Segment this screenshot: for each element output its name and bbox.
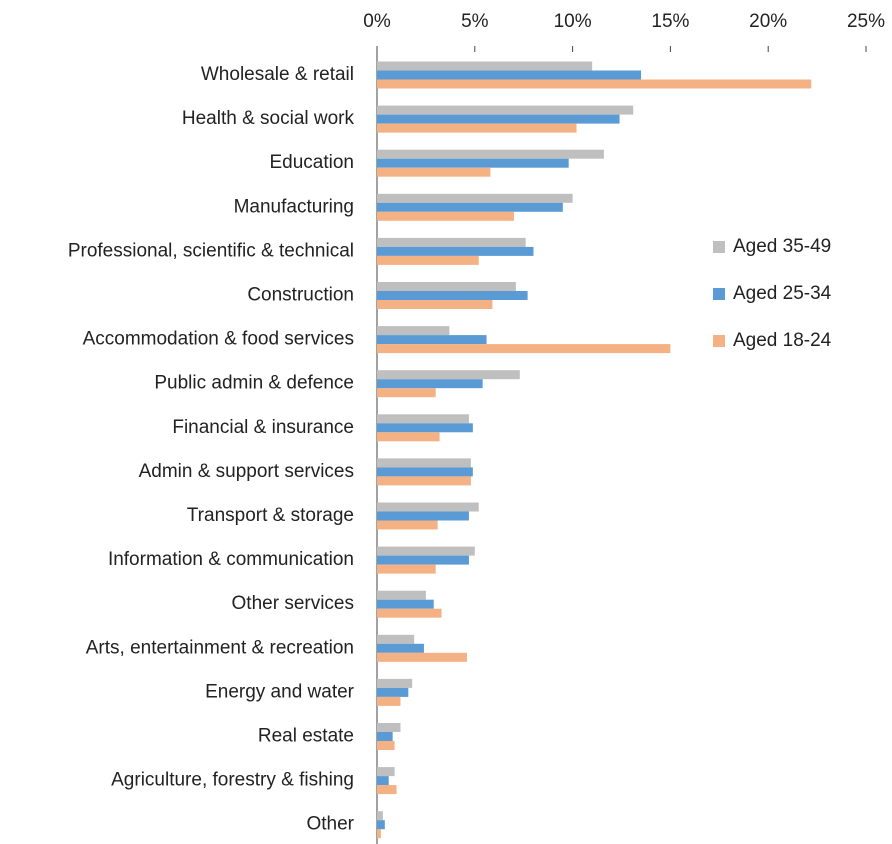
- bar: [377, 785, 397, 795]
- bar: [377, 741, 395, 750]
- bar: [377, 158, 569, 168]
- legend-swatch: [713, 335, 725, 347]
- bar: [377, 193, 573, 203]
- bar: [377, 652, 467, 662]
- bar: [377, 344, 671, 354]
- bar: [377, 211, 514, 221]
- bar: [377, 79, 812, 89]
- legend-swatch: [713, 288, 725, 300]
- y-tick-label: Education: [269, 152, 354, 173]
- bar: [377, 467, 473, 477]
- y-tick-label: Arts, entertainment & recreation: [86, 637, 354, 658]
- y-tick-label: Financial & insurance: [172, 417, 354, 438]
- y-tick-label: Wholesale & retail: [201, 64, 354, 85]
- legend-label: Aged 25-34: [733, 283, 832, 304]
- x-tick-label: 25%: [847, 11, 885, 32]
- bar: [377, 634, 415, 644]
- bar: [377, 564, 436, 574]
- y-tick-label: Professional, scientific & technical: [68, 240, 354, 261]
- bar: [377, 520, 438, 530]
- x-tick-label: 20%: [749, 11, 787, 32]
- x-tick-label: 10%: [554, 11, 592, 32]
- bar: [377, 678, 413, 688]
- bar: [377, 335, 487, 345]
- y-tick-label: Manufacturing: [234, 196, 354, 217]
- x-tick-label: 5%: [461, 11, 489, 32]
- bar: [377, 326, 450, 336]
- bar: [377, 123, 577, 133]
- bar: [377, 114, 620, 124]
- y-tick-label: Energy and water: [205, 681, 355, 702]
- bar: [377, 555, 469, 565]
- bar: [377, 458, 471, 468]
- bar: [377, 767, 395, 777]
- bar: [377, 732, 393, 741]
- y-tick-label: Admin & support services: [139, 461, 354, 482]
- y-tick-label: Other services: [232, 593, 354, 614]
- y-tick-label: Construction: [247, 285, 354, 306]
- y-tick-label: Public admin & defence: [154, 373, 354, 394]
- bar: [377, 202, 563, 212]
- bar: [377, 776, 389, 786]
- bar: [377, 820, 385, 830]
- bar: [377, 291, 528, 300]
- y-tick-label: Transport & storage: [187, 505, 354, 526]
- bar: [377, 388, 436, 398]
- bar: [377, 599, 434, 609]
- bar: [377, 608, 442, 618]
- x-tick-label: 0%: [363, 11, 391, 32]
- bar: [377, 70, 642, 80]
- bar: [377, 502, 479, 512]
- y-tick-label: Agriculture, forestry & fishing: [111, 770, 354, 791]
- bar: [377, 61, 593, 71]
- bar: [377, 414, 469, 424]
- bar: [377, 476, 471, 486]
- legend-label: Aged 35-49: [733, 236, 831, 257]
- bar: [377, 255, 479, 265]
- bar: [377, 282, 516, 291]
- legend-label: Aged 18-24: [733, 330, 832, 351]
- y-tick-label: Accommodation & food services: [83, 329, 354, 350]
- bar: [377, 149, 604, 159]
- bar: [377, 511, 469, 521]
- bar: [377, 643, 424, 653]
- bar: [377, 379, 483, 389]
- bar: [377, 167, 491, 177]
- y-tick-label: Information & communication: [108, 549, 354, 570]
- bar: [377, 423, 473, 433]
- y-tick-label: Real estate: [258, 726, 354, 747]
- legend-swatch: [713, 241, 725, 253]
- bar: [377, 546, 475, 556]
- bar: [377, 246, 534, 256]
- bar: [377, 687, 409, 697]
- bar: [377, 300, 493, 309]
- bar: [377, 696, 401, 706]
- bar: [377, 829, 381, 839]
- bar: [377, 590, 426, 600]
- y-tick-label: Health & social work: [182, 108, 355, 129]
- bar: [377, 811, 383, 821]
- bar: [377, 105, 634, 115]
- bar: [377, 370, 520, 380]
- x-tick-label: 15%: [651, 11, 689, 32]
- bar: [377, 237, 526, 247]
- y-tick-label: Other: [306, 814, 354, 835]
- bar: [377, 723, 401, 732]
- bar: [377, 432, 440, 442]
